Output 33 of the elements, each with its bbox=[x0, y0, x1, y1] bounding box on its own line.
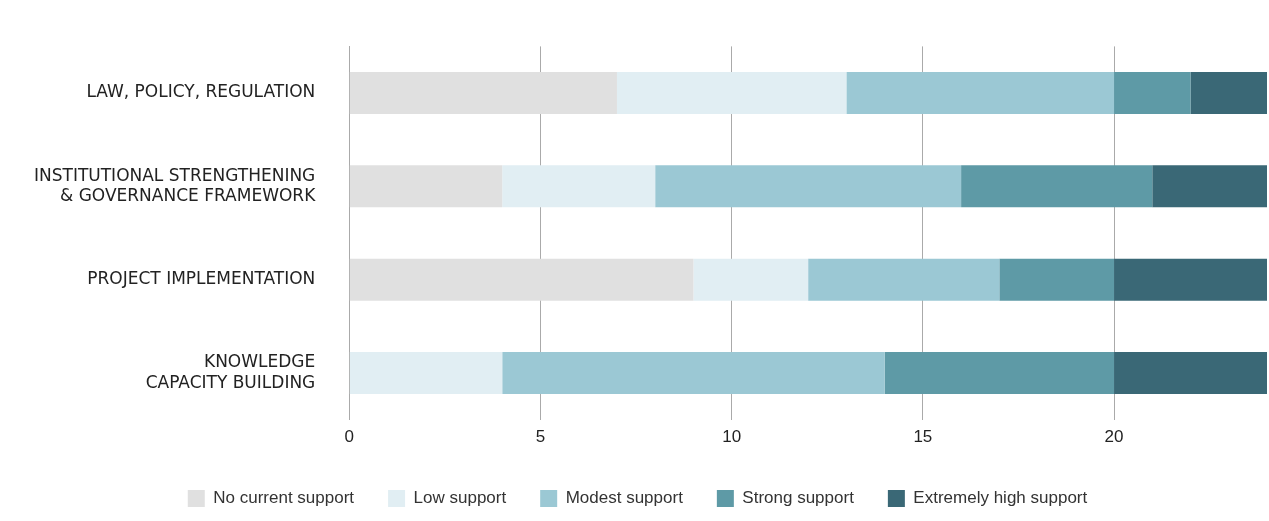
y-tick-label: KNOWLEDGE CAPACITY BUILDING bbox=[145, 351, 316, 392]
y-tick-label: LAW, POLICY, REGULATION bbox=[86, 81, 316, 102]
bar bbox=[808, 258, 1000, 301]
bar bbox=[349, 351, 503, 394]
bar bbox=[349, 165, 503, 208]
x-tick-label: 5 bbox=[535, 427, 546, 447]
bar bbox=[349, 72, 617, 115]
bar bbox=[349, 258, 694, 301]
y-tick-label: INSTITUTIONAL STRENGTHENING & GOVERNANCE FRAMEWORK bbox=[33, 164, 317, 205]
x-tick-label: 15 bbox=[913, 427, 933, 447]
bar bbox=[1114, 351, 1267, 394]
legend-label: Low support bbox=[413, 488, 507, 508]
y-tick-label: PROJECT IMPLEMENTATION bbox=[87, 268, 316, 289]
bar bbox=[502, 165, 656, 208]
legend-label: Extremely high support bbox=[913, 488, 1088, 508]
bar bbox=[616, 72, 847, 115]
legend-label: Strong support bbox=[742, 488, 855, 508]
bar bbox=[961, 165, 1153, 208]
bar bbox=[999, 258, 1115, 301]
bar bbox=[502, 351, 885, 394]
x-tick-label: 10 bbox=[722, 427, 742, 447]
x-tick-label: 0 bbox=[344, 427, 355, 447]
bar bbox=[884, 351, 1115, 394]
legend-label: Modest support bbox=[565, 488, 684, 508]
x-tick-label: 20 bbox=[1104, 427, 1124, 447]
bar bbox=[655, 165, 962, 208]
bar bbox=[1152, 165, 1267, 208]
bar bbox=[846, 72, 1115, 115]
bar bbox=[693, 258, 809, 301]
bar bbox=[1114, 72, 1191, 115]
legend-label: No current support bbox=[213, 488, 355, 508]
bar bbox=[1114, 258, 1267, 301]
bar bbox=[1190, 72, 1267, 115]
